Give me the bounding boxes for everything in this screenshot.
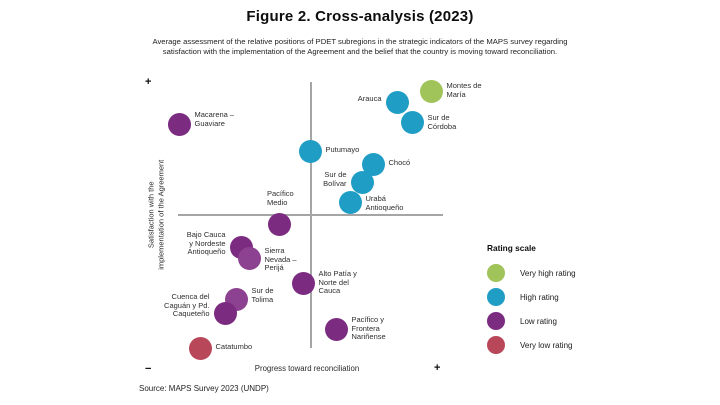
bubble-label-macarena-guaviare: Macarena – Guaviare bbox=[194, 110, 235, 128]
figure-title: Figure 2. Cross-analysis (2023) bbox=[246, 8, 474, 25]
bubble-choco bbox=[361, 152, 385, 176]
legend-dot-very-high bbox=[487, 264, 505, 282]
legend-title: Rating scale bbox=[487, 243, 536, 253]
legend-items: Very high rating High rating Low rating Ver… bbox=[487, 264, 627, 354]
bubble-label-cuenca-del-caguan-pd-caqueteno: Cuenca del Caguán y Pd. Caqueteño bbox=[164, 291, 210, 319]
y-axis-title-line2: implementation of the Agreement bbox=[156, 159, 165, 270]
bubble-label-arauca: Arauca bbox=[357, 93, 382, 103]
legend-label-very-low: Very low rating bbox=[520, 340, 573, 350]
figure-subtitle-line2: satisfaction with the implementation of … bbox=[162, 47, 558, 57]
bubble-montes-de-maria bbox=[419, 79, 443, 103]
legend-label-very-high: Very high rating bbox=[520, 268, 576, 278]
y-axis-title-line1: Satisfaction with the bbox=[146, 181, 156, 249]
bubble-label-pacifico-medio: Pacífico Medio bbox=[267, 188, 294, 207]
bubble-label-montes-de-maria: Montes de María bbox=[446, 81, 482, 99]
legend: Rating scale Very high rating High rating… bbox=[487, 243, 627, 360]
bubble-label-bajo-cauca-nordeste-antioqueno: Bajo Cauca y Nordeste Antioqueño bbox=[186, 229, 226, 257]
bubble-label-sur-de-tolima: Sur de Tolima bbox=[251, 286, 274, 304]
bubble-sierra-nevada-perija bbox=[237, 246, 261, 270]
legend-label-low: Low rating bbox=[520, 316, 557, 326]
legend-dot-high bbox=[487, 288, 505, 306]
x-axis-line bbox=[178, 214, 443, 216]
bubble-arauca bbox=[385, 90, 409, 114]
bubble-pacifico-medio bbox=[267, 212, 291, 236]
bubble-label-sierra-nevada-perija: Sierra Nevada – Perijá bbox=[264, 245, 297, 273]
legend-item-very-low: Very low rating bbox=[487, 336, 627, 354]
bubble-label-pacifico-frontera-narinense: Pacífico y Frontera Nariñense bbox=[351, 314, 386, 342]
legend-label-high: High rating bbox=[520, 292, 559, 302]
bubble-label-alto-patia-norte-del-cauca: Alto Patía y Norte del Cauca bbox=[318, 268, 357, 296]
legend-item-very-high: Very high rating bbox=[487, 264, 627, 282]
bubble-cuenca-del-caguan-pd-caqueteno bbox=[213, 301, 237, 325]
bubble-alto-patia-norte-del-cauca bbox=[291, 271, 315, 295]
figure-subtitle-line1: Average assessment of the relative posit… bbox=[152, 37, 568, 46]
bubble-label-sur-de-bolivar: Sur de Bolívar bbox=[323, 170, 347, 188]
bubble-uraba-antioqueno bbox=[338, 190, 362, 214]
y-axis-plus-sign: + bbox=[145, 76, 152, 88]
bubble-sur-de-bolivar bbox=[350, 170, 374, 194]
bubble-sur-de-cordoba bbox=[400, 110, 424, 134]
bubble-catatumbo bbox=[188, 336, 212, 360]
legend-dot-very-low bbox=[487, 336, 505, 354]
figure-subtitle: Average assessment of the relative posit… bbox=[0, 37, 720, 58]
y-axis-title: Satisfaction with the implementation of … bbox=[146, 125, 166, 305]
x-axis-title: Progress toward reconciliation bbox=[254, 364, 360, 373]
x-axis-minus-sign: − bbox=[145, 363, 152, 375]
bubble-pacifico-frontera-narinense bbox=[324, 317, 348, 341]
x-axis-plus-sign: + bbox=[434, 362, 441, 374]
legend-dot-low bbox=[487, 312, 505, 330]
bubble-label-uraba-antioqueno: Urabá Antioqueño bbox=[365, 194, 404, 212]
bubble-label-sur-de-cordoba: Sur de Córdoba bbox=[427, 113, 457, 131]
bubble-macarena-guaviare bbox=[167, 112, 191, 136]
legend-item-low: Low rating bbox=[487, 312, 627, 330]
bubble-putumayo bbox=[298, 139, 322, 163]
legend-item-high: High rating bbox=[487, 288, 627, 306]
bubble-label-catatumbo: Catatumbo bbox=[215, 341, 253, 351]
bubble-label-choco: Chocó bbox=[388, 157, 411, 167]
source-note: Source: MAPS Survey 2023 (UNDP) bbox=[139, 384, 269, 393]
bubble-label-putumayo: Putumayo bbox=[325, 144, 360, 154]
